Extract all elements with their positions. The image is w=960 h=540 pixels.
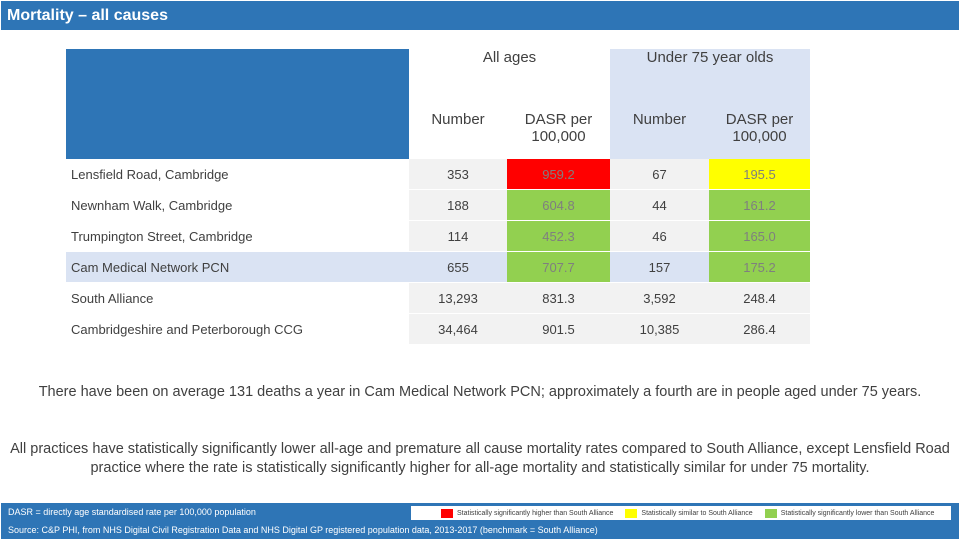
cell-dasr-under-75: 286.4: [709, 314, 810, 345]
note-deaths-summary: There have been on average 131 deaths a …: [38, 384, 922, 400]
cell-dasr-all-ages: 831.3: [507, 283, 610, 314]
cell-number-all-ages: 655: [409, 252, 507, 283]
page-title: Mortality – all causes: [0, 0, 960, 31]
cell-number-all-ages: 114: [409, 221, 507, 252]
sub-header-dasr-all: DASR per 100,000: [507, 104, 610, 159]
legend-label: Statistically significantly lower than S…: [780, 509, 935, 517]
table-header-blank: [66, 49, 409, 159]
sub-header-number-all: Number: [409, 104, 507, 159]
cell-number-under-75: 10,385: [610, 314, 709, 345]
cell-number-under-75: 157: [610, 252, 709, 283]
cell-number-under-75: 44: [610, 190, 709, 221]
table-row: Lensfield Road, Cambridge 353 959.2 67 195.5: [66, 159, 810, 190]
row-label: Trumpington Street, Cambridge: [66, 221, 409, 252]
cell-dasr-all-ages: 959.2: [507, 159, 610, 190]
cell-number-all-ages: 188: [409, 190, 507, 221]
legend-label: Statistically similar to South Alliance: [641, 509, 753, 517]
cell-dasr-all-ages: 604.8: [507, 190, 610, 221]
footer-definition: DASR = directly age standardised rate pe…: [8, 507, 256, 517]
footer: DASR = directly age standardised rate pe…: [0, 502, 960, 540]
cell-dasr-under-75: 165.0: [709, 221, 810, 252]
legend-item: Statistically significantly lower than S…: [764, 508, 935, 518]
row-label: South Alliance: [66, 283, 409, 314]
footer-source: Source: C&P PHI, from NHS Digital Civil …: [8, 525, 598, 535]
legend-label: Statistically significantly higher than …: [457, 509, 614, 517]
row-label: Lensfield Road, Cambridge: [66, 159, 409, 190]
legend-item: Statistically similar to South Alliance: [625, 508, 753, 518]
table-row: Newnham Walk, Cambridge 188 604.8 44 161.2: [66, 190, 810, 221]
cell-number-all-ages: 13,293: [409, 283, 507, 314]
cell-dasr-all-ages: 901.5: [507, 314, 610, 345]
legend-swatch: [441, 508, 453, 518]
row-label: Cam Medical Network PCN: [66, 252, 409, 283]
group-header-under-75: Under 75 year olds: [610, 49, 810, 104]
cell-number-all-ages: 353: [409, 159, 507, 190]
cell-dasr-all-ages: 452.3: [507, 221, 610, 252]
legend-item: Statistically significantly higher than …: [441, 508, 614, 518]
table-row: Cam Medical Network PCN 655 707.7 157 175.2: [66, 252, 810, 283]
sub-header-number-u75: Number: [610, 104, 709, 159]
legend-swatch: [764, 508, 777, 518]
mortality-table: All ages Under 75 year olds Number DASR …: [66, 49, 810, 345]
cell-dasr-under-75: 195.5: [709, 159, 810, 190]
legend: Statistically significantly higher than …: [411, 506, 951, 520]
group-header-all-ages: All ages: [409, 49, 610, 104]
cell-number-all-ages: 34,464: [409, 314, 507, 345]
row-label: Newnham Walk, Cambridge: [66, 190, 409, 221]
sub-header-dasr-u75: DASR per 100,000: [709, 104, 810, 159]
row-label: Cambridgeshire and Peterborough CCG: [66, 314, 409, 345]
cell-number-under-75: 67: [610, 159, 709, 190]
cell-number-under-75: 46: [610, 221, 709, 252]
legend-swatch: [625, 508, 638, 518]
cell-dasr-under-75: 175.2: [709, 252, 810, 283]
cell-dasr-all-ages: 707.7: [507, 252, 610, 283]
cell-dasr-under-75: 248.4: [709, 283, 810, 314]
table-row: Trumpington Street, Cambridge 114 452.3 46 1…: [66, 221, 810, 252]
cell-dasr-under-75: 161.2: [709, 190, 810, 221]
table-row: Cambridgeshire and Peterborough CCG 34,46…: [66, 314, 810, 345]
table-row: South Alliance 13,293 831.3 3,592 248.4: [66, 283, 810, 314]
cell-number-under-75: 3,592: [610, 283, 709, 314]
note-comparison: All practices have statistically signifi…: [10, 441, 950, 476]
